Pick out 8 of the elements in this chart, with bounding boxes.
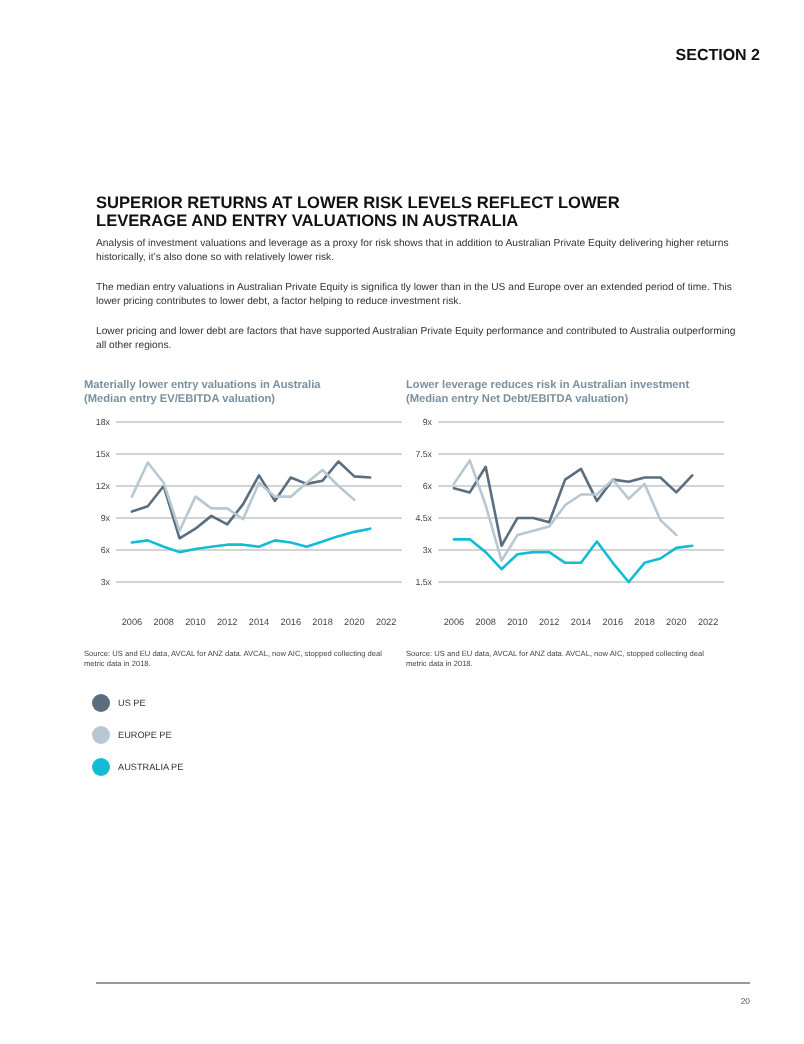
line-series (130, 460, 372, 540)
text: SUPERIOR RETURNS AT LOWER RISK LEVELS REFLECT LOWER LEVERAGE AND ENTRY VALUATIONS IN AUSTRALIA (96, 192, 622, 230)
line-series (452, 459, 678, 563)
line-series (452, 465, 694, 548)
text: SECTION 2 (673, 46, 760, 64)
line-series (130, 527, 372, 554)
line-series (452, 538, 694, 584)
line-series (130, 461, 356, 533)
